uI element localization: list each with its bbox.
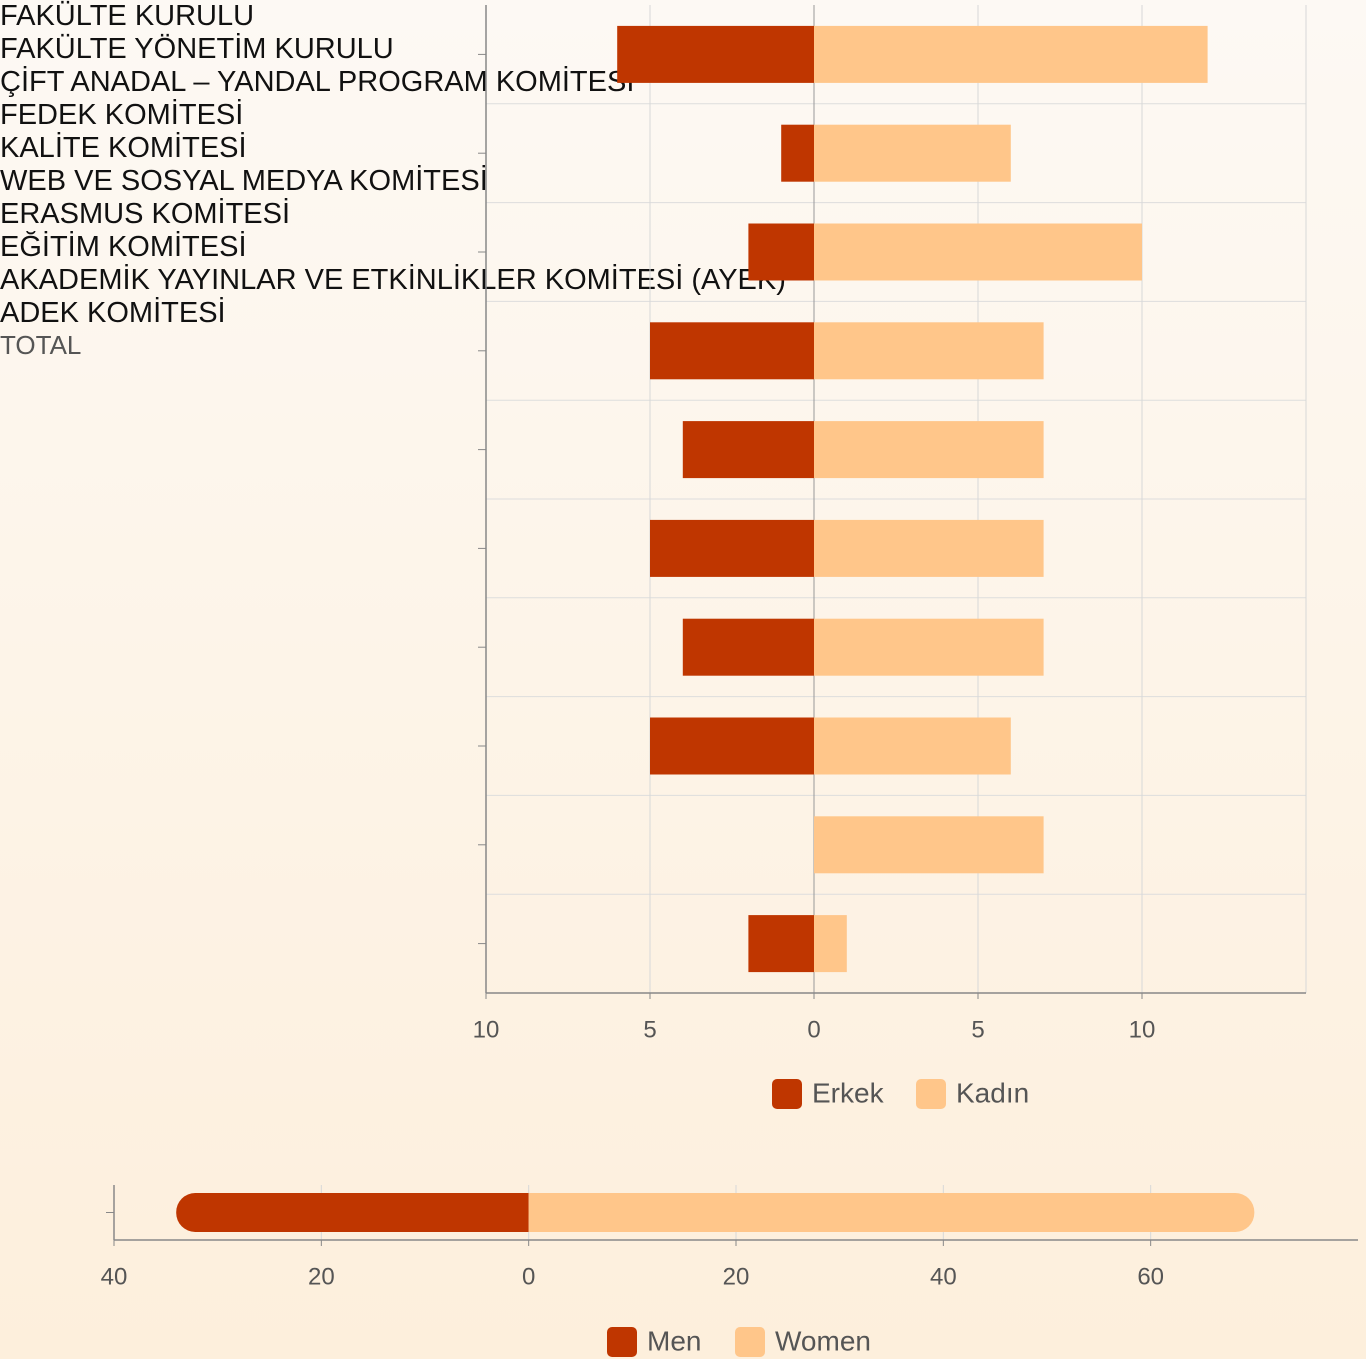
bar: [748, 223, 814, 281]
category-label: WEB VE SOSYAL MEDYA KOMİTESİ: [0, 165, 488, 197]
x-tick-label: 0: [807, 1016, 820, 1043]
bar: [781, 124, 814, 182]
bar: [176, 1193, 529, 1232]
x-tick-label: 10: [1129, 1016, 1156, 1043]
bar: [617, 25, 814, 83]
category-label: ERASMUS KOMİTESİ: [0, 198, 291, 230]
legend-swatch: [607, 1327, 637, 1357]
bar: [650, 322, 814, 380]
legend-label: Erkek: [812, 1077, 885, 1108]
category-label: TOTAL: [0, 330, 82, 360]
category-label: FEDEK KOMİTESİ: [0, 99, 244, 131]
bar: [748, 915, 814, 973]
x-tick-label: 40: [101, 1263, 128, 1290]
bar: [814, 816, 1044, 874]
bar-join: [528, 1193, 548, 1232]
bar: [814, 421, 1044, 479]
x-tick-label: 5: [971, 1016, 984, 1043]
bar: [650, 519, 814, 577]
x-tick-label: 20: [723, 1263, 750, 1290]
bar: [682, 618, 814, 676]
category-label: ÇİFT ANADAL – YANDAL PROGRAM KOMİTESİ: [0, 66, 635, 98]
bar: [814, 717, 1011, 775]
legend-swatch: [916, 1079, 946, 1109]
bar: [682, 421, 814, 479]
category-label: FAKÜLTE KURULU: [0, 0, 255, 32]
x-tick-label: 60: [1137, 1263, 1164, 1290]
x-tick-label: 5: [643, 1016, 656, 1043]
bar: [814, 124, 1011, 182]
bar: [814, 519, 1044, 577]
bar: [650, 717, 814, 775]
bar-join: [509, 1193, 529, 1232]
bar: [814, 223, 1142, 281]
category-label: AKADEMİK YAYINLAR VE ETKİNLİKLER KOMİTES…: [0, 264, 786, 296]
legend-label: Women: [775, 1325, 871, 1356]
legend-label: Men: [647, 1325, 701, 1356]
bar: [528, 1193, 1255, 1232]
legend-swatch: [772, 1079, 802, 1109]
x-tick-label: 20: [308, 1263, 335, 1290]
bar: [814, 618, 1044, 676]
bar: [814, 322, 1044, 380]
x-tick-label: 40: [930, 1263, 957, 1290]
x-tick-label: 0: [522, 1263, 535, 1290]
legend-label: Kadın: [956, 1077, 1029, 1108]
category-label: EĞİTİM KOMİTESİ: [0, 231, 247, 263]
bar: [814, 25, 1208, 83]
category-label: KALİTE KOMİTESİ: [0, 132, 247, 164]
category-label: FAKÜLTE YÖNETİM KURULU: [0, 33, 394, 65]
x-tick-label: 10: [473, 1016, 500, 1043]
bar: [814, 915, 847, 973]
legend-swatch: [735, 1327, 765, 1357]
category-label: ADEK KOMİTESİ: [0, 297, 226, 329]
